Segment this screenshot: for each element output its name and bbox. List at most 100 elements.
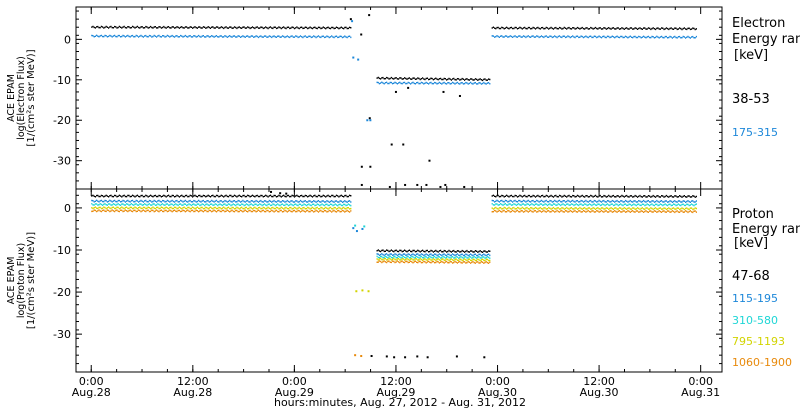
electron-series-2-segment xyxy=(91,34,352,39)
proton-series-5-segment xyxy=(491,209,697,214)
proton-series-5-segment xyxy=(91,209,352,213)
electron-series-1-point xyxy=(369,165,372,168)
electron-series-1-point xyxy=(458,94,461,97)
electron-y-axis-title-line3: [1/(cm²s ster MeV)] xyxy=(26,49,37,146)
proton-series-1-point xyxy=(455,355,458,358)
proton-series-1-segment xyxy=(91,194,352,198)
electron-y-axis-title-line2: log(Electron Flux) xyxy=(16,56,27,140)
proton-series-3-segment xyxy=(91,203,352,207)
electron-y-tick-label: -30 xyxy=(53,155,71,168)
proton-legend-series-4: 795-1193 xyxy=(732,335,785,348)
electron-series-2-segment xyxy=(491,35,697,39)
electron-series-1-segment xyxy=(91,25,352,30)
proton-series-1-segment xyxy=(376,249,491,253)
proton-series-1-point xyxy=(393,356,396,359)
electron-series-2-point xyxy=(357,58,360,61)
electron-series-2-point xyxy=(366,119,369,122)
proton-series-2-segment xyxy=(91,199,352,203)
x-tick-label-time: 12:00 xyxy=(583,375,615,388)
proton-series-2-segment xyxy=(376,253,491,257)
electron-y-tick-label: -20 xyxy=(53,114,71,127)
proton-series-4 xyxy=(91,206,697,293)
proton-series-2-point xyxy=(355,230,358,233)
x-axis-title: hours:minutes, Aug. 27, 2012 - Aug. 31, … xyxy=(274,396,526,409)
proton-series-5-point xyxy=(360,355,363,358)
proton-legend-series-1: 47-68 xyxy=(732,269,770,284)
proton-series-4-segment xyxy=(491,206,697,211)
proton-series-3-point xyxy=(354,224,357,227)
proton-series-2-point xyxy=(361,227,364,230)
electron-series-1-point xyxy=(402,143,405,146)
proton-series-1-point xyxy=(426,356,429,359)
electron-series-1-point xyxy=(368,117,371,120)
proton-plot-frame xyxy=(75,188,723,373)
electron-legend-series-1: 38-53 xyxy=(732,92,770,107)
proton-series-2 xyxy=(91,199,697,257)
electron-series-1-point xyxy=(425,183,428,186)
x-tick-label-date: Aug.30 xyxy=(478,386,517,399)
x-tick-label-date: Aug.30 xyxy=(580,386,619,399)
proton-series-4-point xyxy=(367,290,370,293)
electron-series-1-point xyxy=(394,90,397,93)
electron-series-1-point xyxy=(428,159,431,162)
electron-series-2-point xyxy=(352,56,355,59)
proton-series-5-point xyxy=(354,354,357,357)
electron-series-1-point xyxy=(390,143,393,146)
proton-series-3-segment xyxy=(491,203,697,207)
proton-series-2-segment xyxy=(491,199,697,203)
electron-panel: 0 -10 -20 -30 ACE EPAM log(Electron Flux) [1/(… xyxy=(6,6,723,190)
proton-legend-series-2: 115-195 xyxy=(732,292,778,305)
electron-series-1-point xyxy=(360,33,363,36)
proton-y-tick-label: 0 xyxy=(64,202,71,215)
electron-series-1 xyxy=(91,14,697,188)
proton-series-1-point xyxy=(483,356,486,359)
electron-series-1-point xyxy=(349,18,352,21)
proton-series-3 xyxy=(91,203,697,259)
electron-series-1-point xyxy=(442,90,445,93)
x-tick-label-time: 12:00 xyxy=(380,375,412,388)
electron-series-2-segment xyxy=(376,81,491,85)
electron-y-tick-label: -10 xyxy=(53,74,71,87)
electron-series-1-point xyxy=(444,183,447,186)
proton-legend: Proton Energy ran [keV] 47-68 115-195 31… xyxy=(732,207,800,369)
proton-panel: 0 -10 -20 -30 ACE EPAM log(Proton Flux) [1/(cm… xyxy=(6,188,723,373)
proton-legend-series-3: 310-580 xyxy=(732,314,778,327)
electron-series-1-point xyxy=(404,183,407,186)
electron-series-1-point xyxy=(388,185,391,188)
x-tick-label-date: Aug.28 xyxy=(173,386,212,399)
electron-series-1-point xyxy=(407,86,410,89)
proton-series-1-point xyxy=(370,355,373,358)
proton-series-2-point xyxy=(352,227,355,230)
electron-series-1-point xyxy=(360,165,363,168)
x-tick-label-date: Aug.29 xyxy=(376,386,415,399)
proton-series-1-point xyxy=(416,355,419,358)
proton-legend-title-line1: Proton xyxy=(732,207,774,222)
proton-series-1-point xyxy=(279,192,282,195)
electron-series-1-segment xyxy=(491,26,697,31)
proton-series-4-segment xyxy=(376,257,491,262)
electron-series-1-point xyxy=(416,183,419,186)
proton-series-1-point xyxy=(285,192,288,195)
proton-y-axis-title-line1: ACE EPAM xyxy=(6,257,17,305)
electron-series-1-point xyxy=(463,185,466,188)
proton-series-3-point xyxy=(363,225,366,228)
proton-y-tick-label: -10 xyxy=(53,244,71,257)
proton-y-axis-title-line3: [1/(cm²s ster MeV)] xyxy=(26,232,37,329)
proton-series-1-point xyxy=(270,190,273,193)
electron-legend: Electron Energy ran [keV] 38-53 175-315 xyxy=(732,16,800,139)
proton-y-tick-label: -20 xyxy=(53,286,71,299)
electron-legend-title-line3: [keV] xyxy=(734,48,768,63)
proton-series-4-segment xyxy=(91,206,352,210)
electron-series-2-point xyxy=(351,20,354,23)
electron-series-1-point xyxy=(360,183,363,186)
x-tick-label-date: Aug.31 xyxy=(681,386,720,399)
x-tick-label-time: 0:00 xyxy=(282,375,307,388)
proton-y-axis-title-line2: log(Proton Flux) xyxy=(16,243,27,318)
x-tick-label-time: 0:00 xyxy=(688,375,713,388)
proton-legend-series-5: 1060-1900 xyxy=(732,356,792,369)
x-tick-label-date: Aug.29 xyxy=(275,386,314,399)
proton-legend-title-line3: [keV] xyxy=(734,236,768,251)
x-tick-label-time: 0:00 xyxy=(79,375,104,388)
proton-y-tick-label: -30 xyxy=(53,328,71,341)
